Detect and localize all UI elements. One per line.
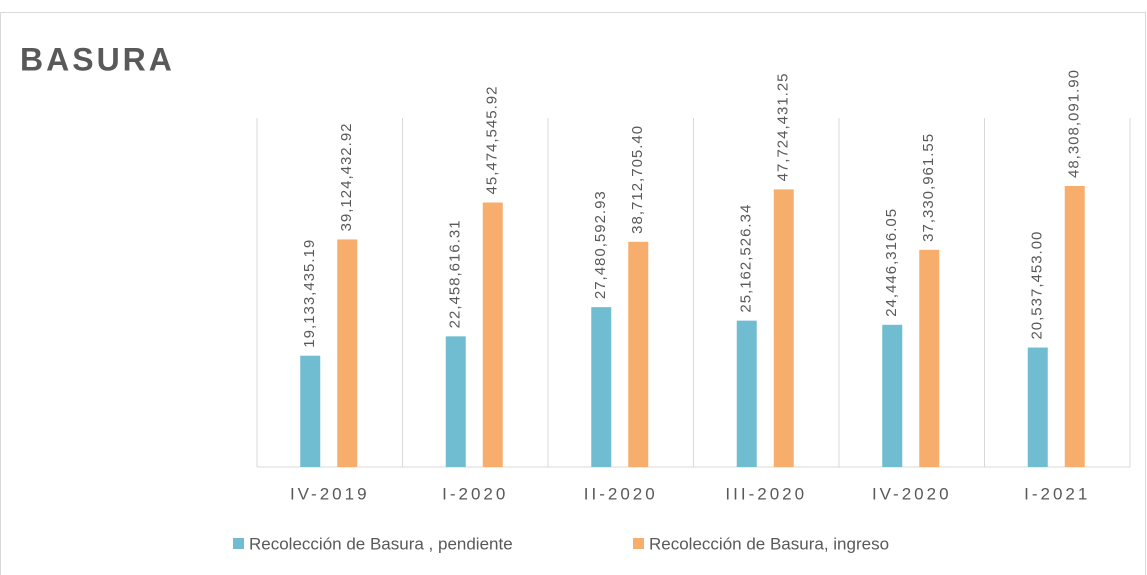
data-label: 39,124,432.92 (338, 122, 355, 231)
legend-swatch (633, 538, 644, 549)
data-label: 22,458,616.31 (447, 219, 464, 328)
x-tick-label: I-2021 (1024, 484, 1090, 503)
bar (300, 355, 321, 467)
data-label: 37,330,961.55 (920, 133, 937, 242)
x-tick-label: IV-2020 (872, 484, 952, 503)
data-label: 47,724,431.25 (775, 72, 792, 181)
data-label: 25,162,526.34 (738, 204, 755, 313)
bar (1027, 347, 1048, 467)
bar (882, 324, 903, 467)
bar (337, 239, 358, 467)
data-label: 19,133,435.19 (301, 239, 318, 348)
data-label: 24,446,316.05 (883, 208, 900, 317)
x-tick-label: IV-2019 (290, 484, 370, 503)
chart-frame (0, 12, 1146, 575)
data-label: 20,537,453.00 (1029, 231, 1046, 340)
x-tick-label: II-2020 (584, 484, 658, 503)
bar (628, 241, 649, 467)
legend-swatch (233, 538, 244, 549)
x-tick-label: I-2020 (442, 484, 508, 503)
bar (445, 336, 466, 467)
bar (736, 320, 757, 467)
bar (919, 249, 940, 467)
data-label: 38,712,705.40 (629, 125, 646, 234)
bar (482, 202, 503, 467)
data-label: 27,480,592.93 (592, 190, 609, 299)
legend-label: Recolección de Basura, ingreso (649, 534, 889, 553)
bar (773, 189, 794, 467)
bar (1064, 186, 1085, 467)
x-tick-label: III-2020 (725, 484, 807, 503)
data-label: 45,474,545.92 (484, 86, 501, 195)
chart-title: BASURA (20, 41, 175, 77)
data-label: 48,308,091.90 (1066, 69, 1083, 178)
legend-label: Recolección de Basura , pendiente (249, 534, 513, 553)
bar (591, 307, 612, 467)
